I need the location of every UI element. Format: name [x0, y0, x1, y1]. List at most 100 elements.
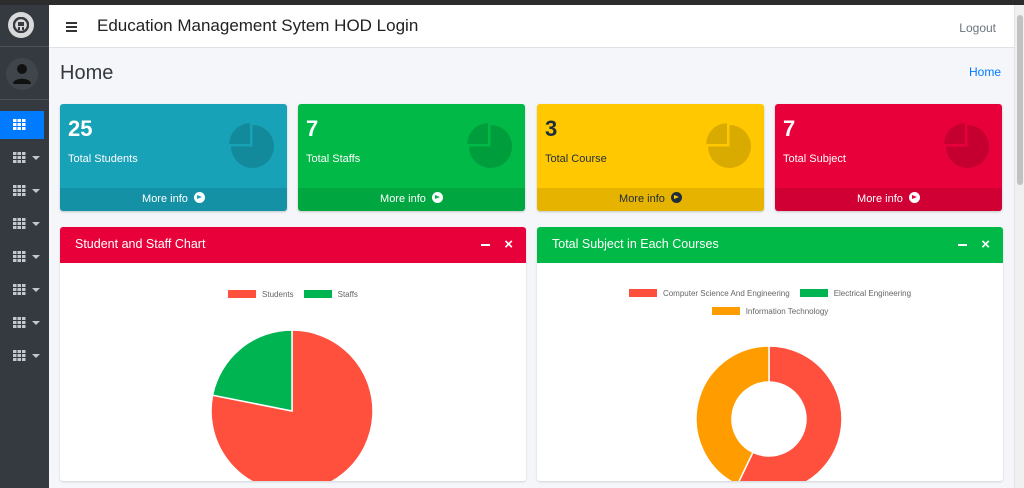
subjects-doughnut-chart — [695, 345, 843, 481]
close-icon[interactable]: × — [504, 236, 513, 253]
arrow-circle-right-icon — [431, 192, 443, 203]
stat-label: Total Course — [545, 153, 607, 165]
chart-slice-staffs[interactable] — [211, 329, 293, 412]
legend-label: Information Technology — [745, 307, 829, 316]
more-info-link[interactable]: More info — [60, 188, 287, 211]
student-staff-chart-card: Student and Staff Chart × Students Staffs — [60, 227, 526, 481]
chart-legend: Computer Science And Engineering Electric… — [537, 284, 1003, 320]
pie-chart-icon — [706, 123, 751, 168]
sidebar-nav-item[interactable] — [0, 342, 44, 370]
chart-slice-computer-science-and-engineering[interactable] — [737, 345, 843, 481]
chart-slice-information-technology[interactable] — [695, 345, 770, 481]
chart-slice-students[interactable] — [210, 329, 374, 481]
stat-box: 3 Total Course More info — [537, 104, 764, 211]
more-info-label: More info — [857, 193, 903, 205]
sidebar-nav-item[interactable] — [0, 144, 44, 172]
logout-link[interactable]: Logout — [959, 21, 996, 35]
chart-legend: Students Staffs — [60, 284, 526, 302]
arrow-circle-right-icon — [670, 192, 682, 203]
pie-chart-icon — [944, 123, 989, 168]
grid-icon — [13, 350, 26, 361]
card-header: Total Subject in Each Courses × — [537, 227, 1003, 263]
stat-box: 25 Total Students More info — [60, 104, 287, 211]
sidebar-divider — [0, 99, 49, 100]
top-navbar: Education Management Sytem HOD Login Log… — [49, 5, 1014, 48]
stat-label: Total Students — [68, 153, 138, 165]
pie-chart-icon — [229, 123, 274, 168]
stat-label: Total Subject — [783, 153, 846, 165]
app-title: Education Management Sytem HOD Login — [97, 16, 419, 35]
card-title: Total Subject in Each Courses — [552, 237, 719, 251]
more-info-label: More info — [380, 193, 426, 205]
sidebar — [0, 5, 49, 488]
legend-label: Staffs — [337, 290, 358, 299]
sidebar-nav-item[interactable] — [0, 309, 44, 337]
more-info-label: More info — [142, 193, 188, 205]
legend-item[interactable]: Information Technology — [711, 301, 829, 318]
stat-box: 7 Total Staffs More info — [298, 104, 525, 211]
arrow-circle-right-icon — [193, 192, 205, 203]
grid-icon — [13, 251, 26, 262]
grid-icon — [13, 152, 26, 163]
legend-label: Electrical Engineering — [833, 289, 912, 298]
chevron-down-icon — [32, 222, 40, 226]
legend-swatch — [228, 290, 257, 298]
menu-toggle-icon[interactable] — [66, 22, 77, 32]
chevron-down-icon — [32, 156, 40, 160]
grid-icon — [13, 185, 26, 196]
student-staff-pie-chart — [210, 329, 374, 481]
more-info-link[interactable]: More info — [775, 188, 1002, 211]
sidebar-nav-item[interactable] — [0, 243, 44, 271]
card-header: Student and Staff Chart × — [60, 227, 526, 263]
card-title: Student and Staff Chart — [75, 237, 206, 251]
more-info-label: More info — [619, 193, 665, 205]
legend-item[interactable]: Staffs — [303, 284, 358, 301]
breadcrumb-home[interactable]: Home — [968, 65, 1001, 79]
subjects-per-course-card: Total Subject in Each Courses × Computer… — [537, 227, 1003, 481]
legend-label: Computer Science And Engineering — [662, 289, 790, 298]
collapse-icon[interactable] — [481, 244, 490, 246]
chevron-down-icon — [32, 189, 40, 193]
brand-logo[interactable] — [8, 12, 34, 38]
more-info-link[interactable]: More info — [298, 188, 525, 211]
legend-swatch — [303, 290, 332, 298]
user-icon — [13, 64, 31, 84]
sidebar-nav-item[interactable] — [0, 210, 44, 238]
more-info-link[interactable]: More info — [537, 188, 764, 211]
legend-swatch — [799, 289, 828, 297]
grid-icon — [13, 119, 26, 130]
sidebar-divider — [0, 46, 49, 47]
legend-row: Students Staffs — [60, 284, 526, 302]
pie-chart-icon — [467, 123, 512, 168]
sidebar-nav-item[interactable] — [0, 177, 44, 205]
grid-icon — [13, 218, 26, 229]
legend-row: Computer Science And Engineering Electric… — [537, 284, 1003, 302]
legend-item[interactable]: Students — [228, 284, 294, 301]
collapse-icon[interactable] — [958, 244, 967, 246]
scrollbar-thumb[interactable] — [1017, 15, 1023, 185]
sidebar-nav-item[interactable] — [0, 111, 44, 139]
close-icon[interactable]: × — [981, 236, 990, 253]
stat-value: 25 — [68, 116, 93, 141]
page-title: Home — [60, 62, 114, 84]
grid-icon — [13, 284, 26, 295]
stat-value: 7 — [783, 116, 796, 141]
sidebar-nav-item[interactable] — [0, 276, 44, 304]
legend-swatch — [711, 307, 740, 315]
legend-swatch — [628, 289, 657, 297]
chevron-down-icon — [32, 321, 40, 325]
legend-row: Information Technology — [537, 302, 1003, 320]
top-strip — [0, 0, 1024, 5]
stat-value: 7 — [306, 116, 319, 141]
stat-box: 7 Total Subject More info — [775, 104, 1002, 211]
legend-item[interactable]: Electrical Engineering — [799, 283, 912, 300]
legend-label: Students — [262, 290, 294, 299]
legend-item[interactable]: Computer Science And Engineering — [628, 283, 790, 300]
chevron-down-icon — [32, 354, 40, 358]
arrow-circle-right-icon — [908, 192, 920, 203]
brand-logo-icon — [13, 17, 29, 33]
user-avatar[interactable] — [6, 58, 38, 90]
stat-value: 3 — [545, 116, 558, 141]
stat-label: Total Staffs — [306, 153, 361, 165]
page-scrollbar[interactable] — [1014, 5, 1024, 488]
